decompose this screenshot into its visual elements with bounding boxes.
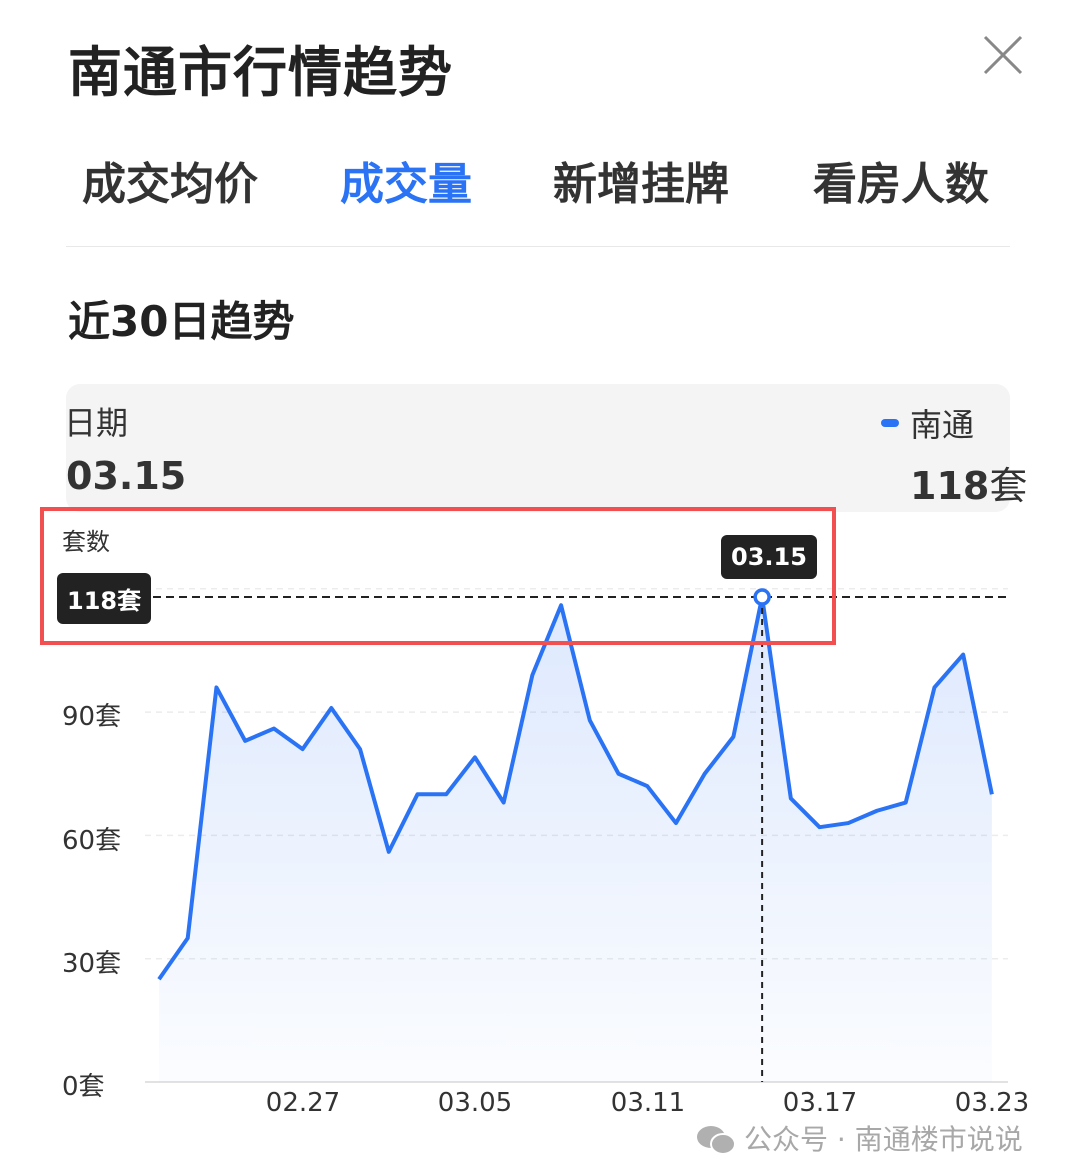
series-area [159,597,992,1082]
tab-new-listings[interactable]: 新增挂牌 [553,159,729,210]
legend-series-name: 南通 [910,406,975,444]
value-number: 118 [910,464,990,508]
date-value: 03.15 [66,454,187,498]
page-title: 南通市行情趋势 [68,41,453,104]
x-tick-label: 03.17 [782,1088,858,1118]
y-tick-label: 30套 [62,949,122,979]
selected-point-marker [753,588,771,606]
value-unit: 套 [989,464,1028,508]
tab-avg-price[interactable]: 成交均价 [82,159,258,210]
x-tick-label: 03.11 [610,1088,686,1118]
y-tick-label: 60套 [62,826,122,856]
x-tick-label: 02.27 [265,1088,341,1118]
x-tick-label: 03.23 [954,1088,1030,1118]
y-tick-label: 90套 [62,702,122,732]
legend-value: 118套 [910,455,1027,510]
tab-viewers[interactable]: 看房人数 [813,159,989,210]
tab-volume[interactable]: 成交量 [340,159,472,210]
y-tick-label: 0套 [62,1072,105,1102]
section-title: 近30日趋势 [68,297,295,346]
legend-marker [881,419,899,427]
wechat-icon [697,1126,736,1155]
info-panel [66,384,1010,512]
date-label: 日期 [64,404,129,442]
y-crosshair-label: 118套 [57,573,152,624]
watermark: 公众号 · 南通楼市说说 [696,1123,1023,1157]
highlight-box [40,507,836,645]
y-axis-label: 套数 [62,528,110,556]
series-line [157,595,994,981]
x-tick-label: 03.05 [437,1088,513,1118]
watermark-text: 公众号 · 南通楼市说说 [744,1123,1023,1156]
x-crosshair-label: 03.15 [721,535,817,579]
divider [66,246,1010,247]
close-icon[interactable] [982,34,1024,76]
